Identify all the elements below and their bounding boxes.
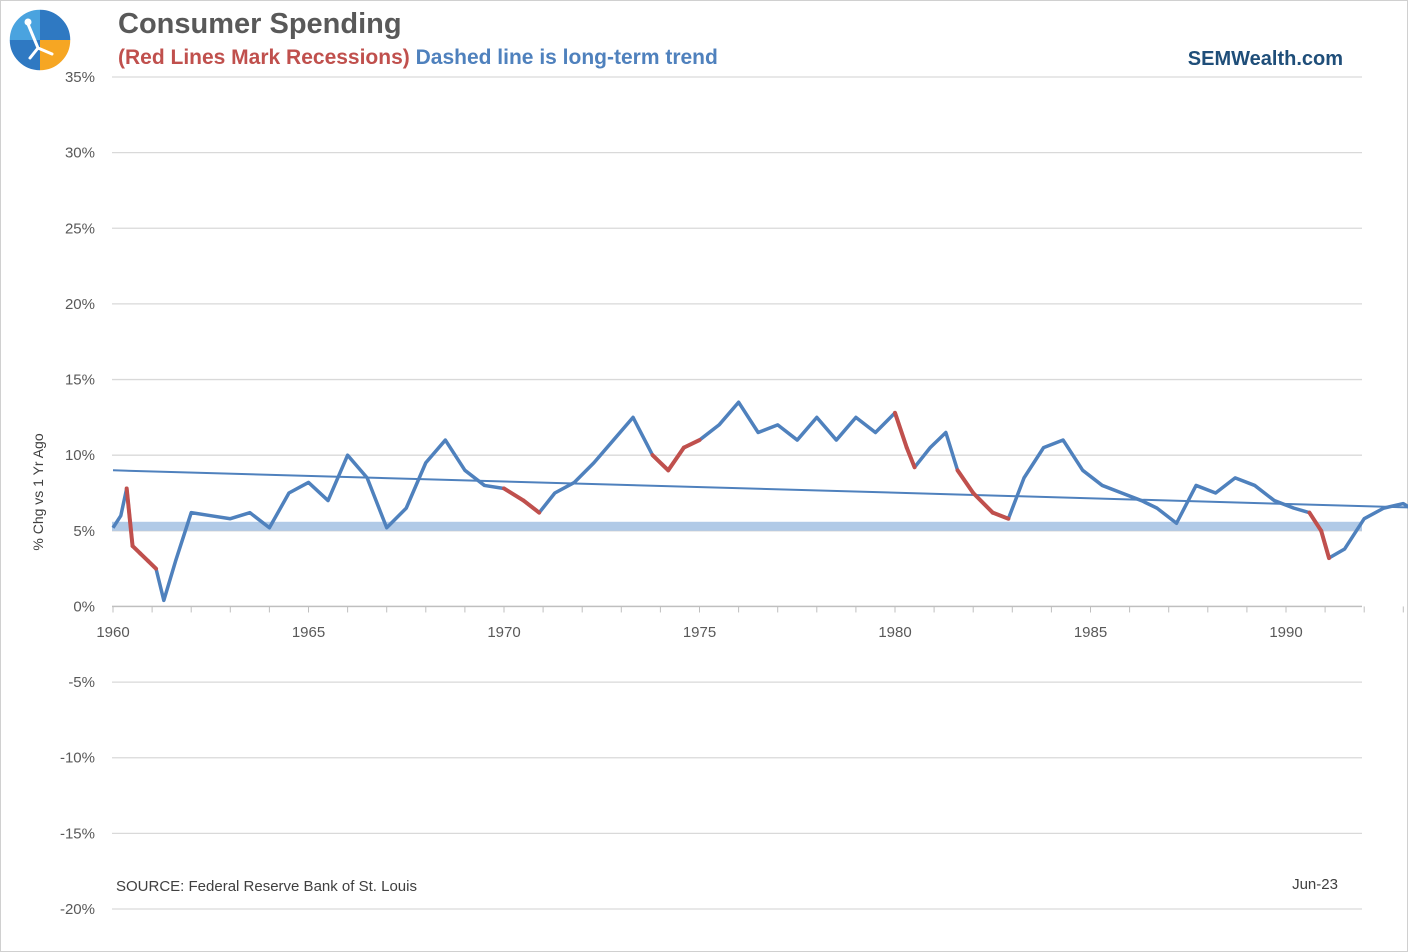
recession-note: (Red Lines Mark Recessions) <box>118 46 410 69</box>
y-tick-label: -15% <box>60 825 95 842</box>
recession-segment <box>146 559 159 571</box>
recession-segment <box>990 510 1011 521</box>
y-tick-label: -10% <box>60 750 95 767</box>
trend-line-path <box>112 469 1408 509</box>
trend-note: Dashed line is long-term trend <box>415 46 718 69</box>
semwealth-logo-icon <box>8 8 72 72</box>
recession-segment <box>681 438 702 450</box>
x-tick-label: 1990 <box>1269 624 1302 641</box>
y-tick-label: 20% <box>65 296 95 313</box>
y-tick-label: 15% <box>65 372 95 389</box>
recession-segment <box>971 491 995 515</box>
recession-segment <box>1307 510 1324 533</box>
tick-labels: -20% -15% -10% -5% 0% 5% 10% 15% 20% 25% 30% 35% 196… <box>60 69 1303 918</box>
y-axis-label: % Chg vs 1 Yr Ago <box>30 433 46 550</box>
y-tick-label: 0% <box>73 598 95 615</box>
recession-segment <box>502 486 526 503</box>
spending-line <box>111 400 1408 603</box>
recession-segment <box>521 498 542 515</box>
recession-segment <box>1319 528 1332 561</box>
recession-segment <box>955 468 976 495</box>
source-note: SOURCE: Federal Reserve Bank of St. Loui… <box>116 878 417 895</box>
current-level-band-rect <box>112 521 1362 531</box>
y-tick-label: 35% <box>65 69 95 86</box>
chart-title: Consumer Spending <box>118 8 402 40</box>
y-tick-label: -5% <box>68 674 95 691</box>
x-tick-label: 1970 <box>487 624 520 641</box>
x-tick-label: 1960 <box>96 624 129 641</box>
y-tick-label: 25% <box>65 220 95 237</box>
y-tick-label: 5% <box>73 523 95 540</box>
recession-segment <box>650 453 671 473</box>
x-tick-label: 1975 <box>683 624 716 641</box>
x-tick-label: 1980 <box>878 624 911 641</box>
series-line <box>111 400 1408 603</box>
x-tick-label: 1965 <box>292 624 325 641</box>
y-tick-label: 10% <box>65 447 95 464</box>
latest-date-label: Jun-23 <box>1292 876 1338 893</box>
chart-subtitle: (Red Lines Mark Recessions) Dashed line … <box>118 46 718 70</box>
current-level-band <box>112 521 1362 531</box>
recession-segment <box>904 445 917 470</box>
y-tick-label: 30% <box>65 145 95 162</box>
x-axis <box>112 605 1404 613</box>
x-tick-label: 1985 <box>1074 624 1107 641</box>
recession-segment <box>893 410 909 450</box>
recession-segment <box>124 486 135 548</box>
y-tick-label: -20% <box>60 901 95 918</box>
brand-label: SEMWealth.com <box>1187 48 1343 70</box>
trend-line <box>112 469 1408 509</box>
recession-segment <box>666 445 686 473</box>
gridlines <box>112 76 1362 910</box>
